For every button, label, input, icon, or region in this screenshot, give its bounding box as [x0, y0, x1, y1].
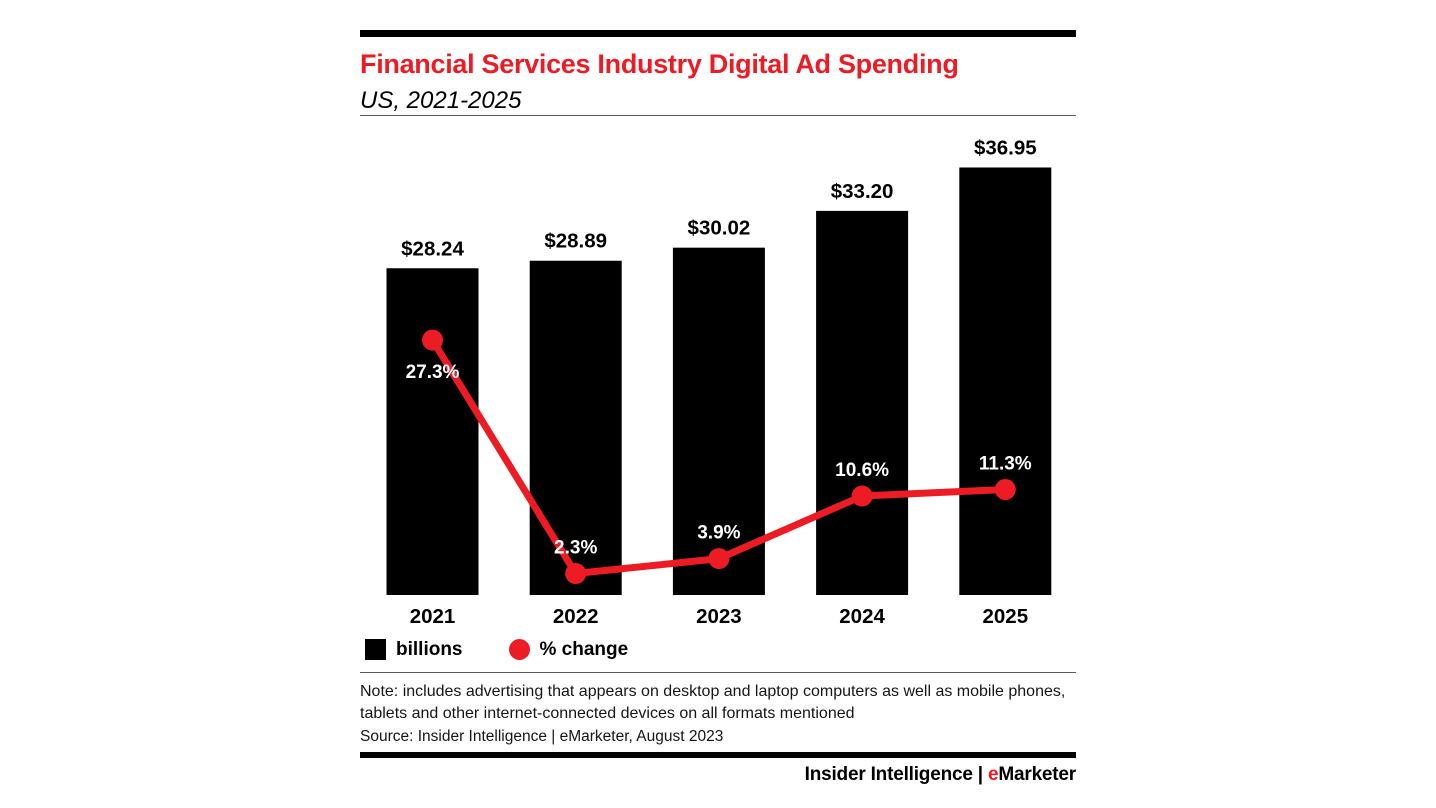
- legend-item-pct-change: % change: [508, 638, 629, 661]
- line-swatch-icon: [508, 639, 530, 661]
- branding: Insider Intelligence | eMarketer: [360, 763, 1077, 786]
- line-point: [708, 547, 730, 569]
- bar: [959, 167, 1052, 595]
- legend-label-pct-change: % change: [539, 638, 629, 660]
- bar-value-label: $33.20: [831, 180, 894, 203]
- branding-emarketer-rest: Marketer: [998, 763, 1076, 785]
- header-divider: [360, 114, 1076, 116]
- bar: [386, 267, 479, 595]
- line-point: [422, 329, 443, 351]
- branding-emarketer-e: e: [988, 763, 999, 785]
- line-point: [565, 562, 587, 584]
- branding-left: Insider Intelligence: [804, 763, 973, 785]
- chart-svg: $28.24 2021 $28.89 2022 $30.02 2023 $33.20 2024…: [386, 136, 1052, 628]
- chart-title: Financial Services Industry Digital Ad S…: [360, 49, 959, 79]
- bar: [529, 260, 622, 595]
- bar-swatch-icon: [365, 639, 386, 661]
- footer-divider: [360, 671, 1076, 673]
- pct-change-label: 27.3%: [406, 362, 460, 383]
- chart-card: Financial Services Industry Digital Ad S…: [360, 30, 1076, 786]
- legend-label-billions: billions: [396, 638, 463, 660]
- chart-subtitle: US, 2021-2025: [360, 87, 522, 115]
- line-point: [994, 478, 1016, 500]
- note-text: Note: includes advertising that appears …: [360, 682, 1066, 722]
- x-axis-label: 2023: [696, 605, 742, 628]
- pct-change-label: 2.3%: [554, 537, 597, 558]
- branding-separator: |: [972, 763, 988, 785]
- x-axis-label: 2025: [982, 605, 1028, 628]
- pct-change-label: 3.9%: [697, 522, 740, 543]
- x-axis-label: 2022: [553, 605, 599, 628]
- bottom-rule: [360, 751, 1076, 758]
- pct-change-label: 11.3%: [979, 453, 1032, 474]
- top-rule: [360, 30, 1076, 37]
- source-text: Source: Insider Intelligence | eMarketer…: [360, 727, 724, 745]
- bar-value-label: $30.02: [688, 216, 751, 239]
- x-axis-label: 2021: [410, 605, 456, 628]
- bar-value-label: $28.89: [544, 229, 607, 252]
- bar: [672, 247, 765, 595]
- pct-change-label: 10.6%: [835, 460, 889, 481]
- chart-legend: billions % change: [360, 638, 1076, 662]
- line-point: [851, 485, 873, 507]
- bar-value-label: $28.24: [401, 237, 464, 260]
- legend-item-billions: billions: [365, 639, 463, 661]
- bar: [816, 210, 909, 595]
- bar-value-label: $36.95: [974, 136, 1037, 159]
- x-axis-label: 2024: [839, 605, 885, 628]
